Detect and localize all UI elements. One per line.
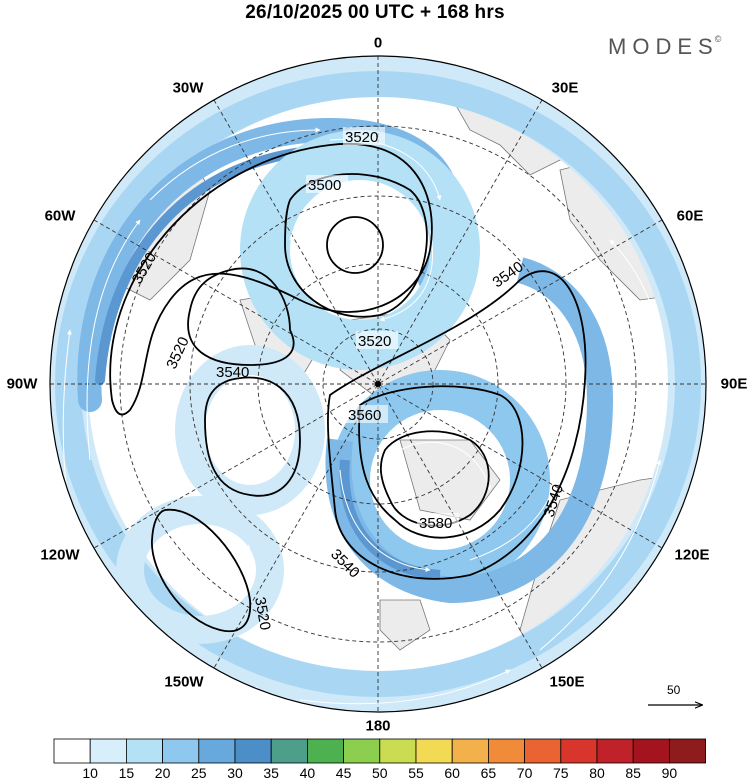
contour-label: 3500 [308,177,341,194]
colorbar-tick-label: 15 [118,765,135,781]
contour-label: 3520 [163,334,193,371]
height-contours [109,142,587,633]
colorbar-swatch [632,738,670,764]
lon-label-150w: 150W [164,673,204,691]
colorbar-tick-label: 90 [661,765,678,781]
colorbar-swatch [415,738,453,764]
map-title: 26/10/2025 00 UTC + 168 hrs [245,2,505,23]
colorbar-tick-label: 70 [516,765,533,781]
map-border [49,55,707,713]
pole-marker [375,381,381,387]
lon-label-90e: 90E [720,375,748,393]
colorbar-tick-label: 40 [299,765,316,781]
contour-label: 3520 [358,333,391,350]
brand-logo: MODES© [608,34,722,59]
colorbar-tick-label: 55 [408,765,424,781]
lon-label-60e: 60E [676,207,704,225]
contour-label: 3580 [419,515,452,532]
colorbar-tick-label: 25 [191,765,207,781]
colorbar-swatch [560,738,598,764]
colorbar-swatch [234,738,272,764]
colorbar-swatch [487,738,525,764]
colorbar-tick-label: 75 [553,765,569,781]
colorbar-tick-label: 80 [589,765,605,781]
colorbar-tick-label: 45 [335,765,352,781]
colorbar-swatch [89,738,127,764]
colorbar [53,738,707,764]
lon-label-90w: 90W [6,375,38,393]
lon-label-180: 180 [365,717,391,735]
colorbar-swatch [596,738,634,764]
colorbar-swatch [53,738,91,764]
colorbar-swatch [198,738,236,764]
contour-label: 3520 [345,129,378,146]
colorbar-swatch [379,738,417,764]
lon-label-30w: 30W [172,79,204,97]
colorbar-tick-label: 35 [263,765,279,781]
colorbar-tick-label: 30 [227,765,243,781]
lon-label-150e: 150E [549,673,585,691]
colorbar-tick-label: 10 [82,765,98,781]
lon-label-0: 0 [373,34,383,52]
lon-label-120w: 120W [40,546,80,564]
lon-label-120e: 120E [674,546,710,564]
reference-vector-label: 50 [667,683,681,697]
contour-label: 3560 [348,407,381,424]
colorbar-tick-label: 85 [625,765,641,781]
colorbar-swatch [451,738,489,764]
contour-label: 3540 [490,258,527,291]
contour-label: 3540 [216,364,249,381]
graticule [50,56,706,712]
lon-label-60w: 60W [44,207,76,225]
colorbar-swatch [270,738,308,764]
colorbar-swatch [306,738,344,764]
colorbar-swatch [126,738,164,764]
colorbar-swatch [162,738,200,764]
colorbar-tick-label: 20 [154,765,171,781]
colorbar-swatch [669,738,707,764]
colorbar-tick-label: 50 [372,765,388,781]
lon-label-30e: 30E [551,79,579,97]
contour-label: 3520 [251,596,274,632]
colorbar-tick-label: 60 [444,765,460,781]
colorbar-swatch [343,738,381,764]
colorbar-tick-label: 65 [480,765,497,781]
colorbar-swatch [524,738,562,764]
